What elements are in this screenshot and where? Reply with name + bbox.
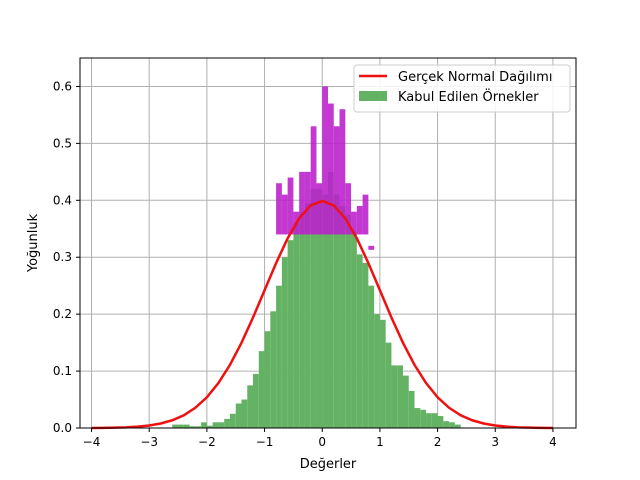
x-tick-label: 3: [491, 435, 499, 449]
overlay-bar: [281, 194, 288, 235]
histogram-bar: [328, 171, 334, 428]
overlay-bar: [299, 171, 305, 235]
x-tick-label: 4: [549, 435, 557, 449]
x-tick-label: −1: [256, 435, 274, 449]
legend-box: [353, 64, 571, 113]
histogram-bar: [247, 385, 254, 428]
histogram-bar: [356, 254, 363, 428]
x-tick-label: 2: [434, 435, 442, 449]
histogram-bar: [235, 403, 242, 428]
histogram-bar: [258, 351, 265, 428]
histogram-bar: [449, 422, 455, 428]
histogram-bar: [339, 206, 346, 428]
legend-bar-swatch: [359, 91, 387, 101]
histogram-bar: [391, 365, 398, 428]
y-tick-label: 0.3: [53, 250, 72, 264]
overlay-bar: [322, 86, 328, 235]
y-tick-label: 0.6: [53, 79, 72, 93]
density-curve: [91, 199, 553, 430]
overlay-bars: [276, 86, 375, 250]
overlay-bar: [276, 183, 282, 235]
histogram-bars: [172, 171, 461, 428]
histogram-bar: [414, 408, 421, 428]
y-tick-label: 0.4: [53, 193, 72, 207]
normal-curve-line: [91, 199, 553, 430]
overlay-bar: [316, 183, 323, 235]
histogram-bar: [379, 319, 386, 428]
histogram-bar: [189, 426, 196, 428]
histogram-bar: [345, 214, 352, 428]
histogram-bar: [431, 413, 438, 428]
histogram-bar: [322, 194, 328, 428]
overlay-bar: [287, 177, 294, 235]
overlay-bar: [351, 211, 357, 235]
x-axis-label: Değerler: [300, 457, 357, 472]
histogram-bar: [385, 342, 392, 428]
histogram-bar: [368, 285, 375, 428]
histogram-bar: [281, 257, 288, 428]
histogram-bar: [195, 426, 202, 428]
x-tick-label: 0: [318, 435, 326, 449]
histogram-bar: [212, 422, 219, 428]
x-axis-ticks: −4 −3 −2 −1 0 1 2 3 4: [83, 428, 557, 449]
histogram-bar: [374, 314, 380, 428]
histogram-bar: [333, 194, 340, 428]
y-tick-label: 0.1: [53, 364, 72, 378]
histogram-bar: [443, 421, 450, 428]
histogram-bar: [287, 240, 294, 428]
overlay-bar: [339, 109, 346, 235]
overlay-bar: [304, 171, 311, 235]
histogram-bar: [293, 223, 300, 428]
histogram-bar: [172, 424, 179, 428]
histogram-bar: [201, 422, 207, 428]
histogram-bar: [299, 211, 305, 428]
overlay-bar: [333, 126, 340, 235]
histogram-bar: [304, 203, 311, 428]
histogram-bar: [253, 373, 259, 428]
histogram-bar: [351, 231, 357, 428]
overlay-bar: [356, 206, 363, 235]
histogram-bar: [408, 391, 415, 428]
histogram-bar: [316, 188, 323, 428]
histogram-bar: [426, 413, 432, 428]
overlay-bar: [345, 183, 352, 235]
histogram-bar: [437, 416, 444, 428]
histogram-bar: [206, 425, 213, 428]
histogram-bar: [454, 424, 461, 428]
y-tick-label: 0.0: [53, 421, 72, 435]
histogram-bar: [183, 424, 190, 428]
histogram-bar: [402, 375, 409, 428]
histogram-bar: [178, 424, 184, 428]
histogram-bar: [420, 409, 427, 428]
x-tick-label: −3: [140, 435, 158, 449]
histogram-bar: [229, 413, 236, 428]
legend-line-label: Gerçek Normal Dağılımı: [398, 70, 552, 85]
plot-frame: [79, 57, 577, 429]
histogram-bar: [397, 365, 403, 428]
histogram-bar: [224, 418, 230, 428]
overlay-bar: [328, 103, 334, 235]
y-axis-ticks: 0.0 0.1 0.2 0.3 0.4 0.5 0.6: [53, 79, 80, 435]
legend: Gerçek Normal Dağılımı Kabul Edilen Örne…: [353, 64, 571, 113]
x-tick-label: 1: [376, 435, 384, 449]
histogram-bar: [362, 262, 369, 428]
overlay-bar: [310, 126, 317, 235]
histogram-bar: [310, 188, 317, 428]
overlay-bar: [362, 194, 369, 235]
histogram-bar: [264, 331, 271, 428]
y-tick-label: 0.5: [53, 136, 72, 150]
histogram-bar: [270, 311, 277, 428]
histogram-bar: [241, 399, 248, 428]
x-tick-label: −4: [83, 435, 101, 449]
legend-bar-label: Kabul Edilen Örnekler: [398, 88, 539, 105]
histogram-bar: [276, 285, 282, 428]
overlay-bar: [368, 245, 375, 250]
y-axis-label: Yoğunluk: [26, 213, 41, 273]
y-tick-label: 0.2: [53, 307, 72, 321]
x-tick-label: −2: [198, 435, 216, 449]
histogram-bar: [218, 422, 225, 428]
